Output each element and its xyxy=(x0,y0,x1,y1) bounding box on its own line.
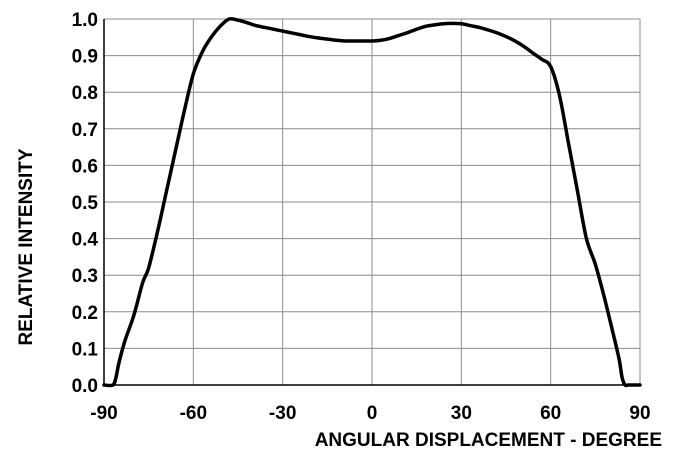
y-tick-label: 0.4 xyxy=(72,230,99,251)
x-tick-labels: -90 -60 -30 0 30 60 90 xyxy=(90,403,650,424)
x-tick-label: 30 xyxy=(451,403,472,424)
y-tick-label: 0.6 xyxy=(72,156,98,177)
series xyxy=(102,16,642,388)
series-line xyxy=(102,16,642,388)
x-tick-label: -30 xyxy=(269,403,296,424)
x-tick-label: -60 xyxy=(180,403,207,424)
x-tick-label: 90 xyxy=(629,403,650,424)
x-tick-label: 60 xyxy=(540,403,561,424)
y-tick-label: 1.0 xyxy=(72,10,98,31)
y-tick-labels: 0.0 0.1 0.2 0.3 0.4 0.5 0.6 0.7 0.8 0.9 1.0 xyxy=(72,10,99,397)
x-axis-title: ANGULAR DISPLACEMENT - DEGREE xyxy=(315,430,662,451)
grid xyxy=(103,18,641,386)
y-tick-label: 0.7 xyxy=(72,120,98,141)
y-tick-label: 0.8 xyxy=(72,83,98,104)
y-tick-label: 0.9 xyxy=(72,47,98,68)
y-tick-label: 0.0 xyxy=(72,376,98,397)
y-tick-label: 0.2 xyxy=(72,303,98,324)
y-axis-title: RELATIVE INTENSITY xyxy=(16,148,37,345)
x-tick-label: 0 xyxy=(367,403,378,424)
axes xyxy=(103,19,640,386)
y-tick-label: 0.1 xyxy=(72,339,99,360)
y-tick-label: 0.3 xyxy=(72,266,98,287)
x-tick-label: -90 xyxy=(90,403,117,424)
y-tick-label: 0.5 xyxy=(72,193,99,214)
